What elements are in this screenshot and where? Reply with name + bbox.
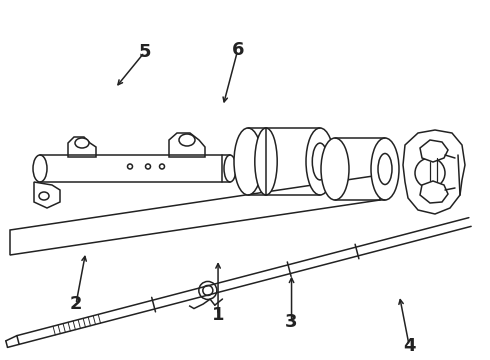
- Circle shape: [199, 282, 217, 300]
- Polygon shape: [420, 140, 448, 162]
- Polygon shape: [169, 133, 205, 157]
- Ellipse shape: [179, 134, 195, 146]
- Text: 5: 5: [138, 43, 151, 61]
- Text: 4: 4: [403, 337, 416, 355]
- Text: 1: 1: [212, 306, 224, 324]
- Ellipse shape: [33, 155, 47, 182]
- Ellipse shape: [234, 128, 262, 195]
- Polygon shape: [34, 182, 60, 208]
- Circle shape: [415, 158, 445, 188]
- Ellipse shape: [306, 128, 334, 195]
- Ellipse shape: [224, 155, 236, 182]
- Text: 2: 2: [70, 295, 82, 313]
- Ellipse shape: [39, 192, 49, 200]
- Polygon shape: [403, 130, 465, 214]
- Ellipse shape: [378, 153, 392, 184]
- Polygon shape: [420, 181, 448, 203]
- Ellipse shape: [75, 138, 89, 148]
- Polygon shape: [68, 137, 96, 157]
- Ellipse shape: [312, 143, 328, 180]
- Ellipse shape: [371, 138, 399, 200]
- Ellipse shape: [321, 138, 349, 200]
- Text: 6: 6: [231, 41, 244, 59]
- Text: 3: 3: [285, 313, 298, 331]
- Ellipse shape: [255, 128, 277, 195]
